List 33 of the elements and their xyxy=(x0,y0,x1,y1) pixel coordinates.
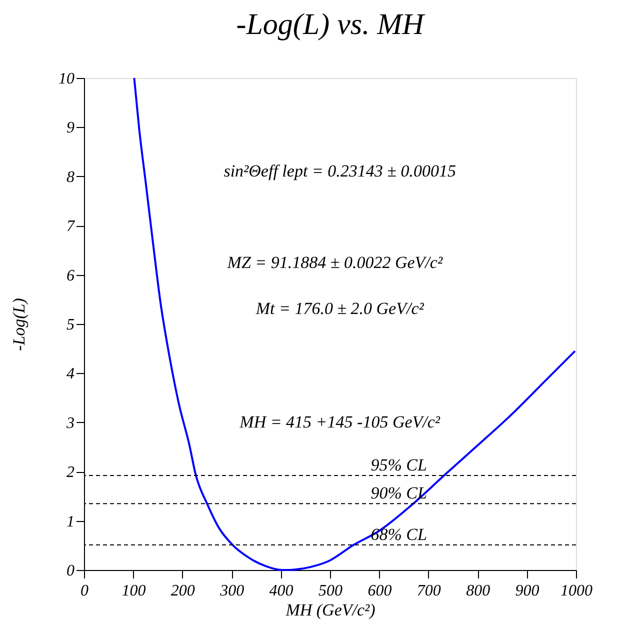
annotation: MZ = 91.1884 ± 0.0022 GeV/c² xyxy=(226,252,444,272)
x-tick-label: 100 xyxy=(122,582,146,600)
y-axis-title: -Log(L) xyxy=(10,298,28,351)
x-tick-label: 700 xyxy=(416,582,441,600)
x-tick-label: 900 xyxy=(515,582,540,600)
ref-line-label: 90% CL xyxy=(370,484,427,503)
y-tick-label: 8 xyxy=(66,168,74,186)
ref-line-label: 95% CL xyxy=(370,456,427,475)
y-tick-label: 2 xyxy=(66,464,74,482)
x-tick-label: 1000 xyxy=(560,582,592,600)
y-tick-label: 4 xyxy=(66,366,74,383)
y-tick-label: 1 xyxy=(66,513,74,530)
x-tick-label: 500 xyxy=(318,582,342,600)
x-tick-label: 600 xyxy=(368,582,392,600)
x-tick-label: 400 xyxy=(269,582,294,600)
line-series xyxy=(133,77,576,571)
ref-line-label: 68% CL xyxy=(370,524,427,544)
chart-title: -Log(L) vs. MH xyxy=(236,8,426,41)
x-axis-title: MH (GeV/c²) xyxy=(284,600,376,620)
y-tick-label: 9 xyxy=(66,120,74,137)
y-tick-label: 0 xyxy=(66,562,74,580)
y-tick-label: 7 xyxy=(66,218,76,236)
x-tick-label: 0 xyxy=(80,582,88,600)
x-tick-label: 800 xyxy=(466,582,490,600)
x-tick-label: 300 xyxy=(219,582,244,600)
y-tick-label: 3 xyxy=(66,414,74,432)
y-tick-label: 5 xyxy=(66,316,74,334)
y-tick-label: 6 xyxy=(66,267,74,284)
annotation: MH = 415 +145 -105 GeV/c² xyxy=(238,412,441,432)
x-tick-label: 200 xyxy=(170,582,195,600)
annotation: sin²Θeff lept = 0.23143 ± 0.00015 xyxy=(224,161,456,180)
y-tick-label: 10 xyxy=(58,70,74,88)
annotation: Mt = 176.0 ± 2.0 GeV/c² xyxy=(254,299,425,318)
